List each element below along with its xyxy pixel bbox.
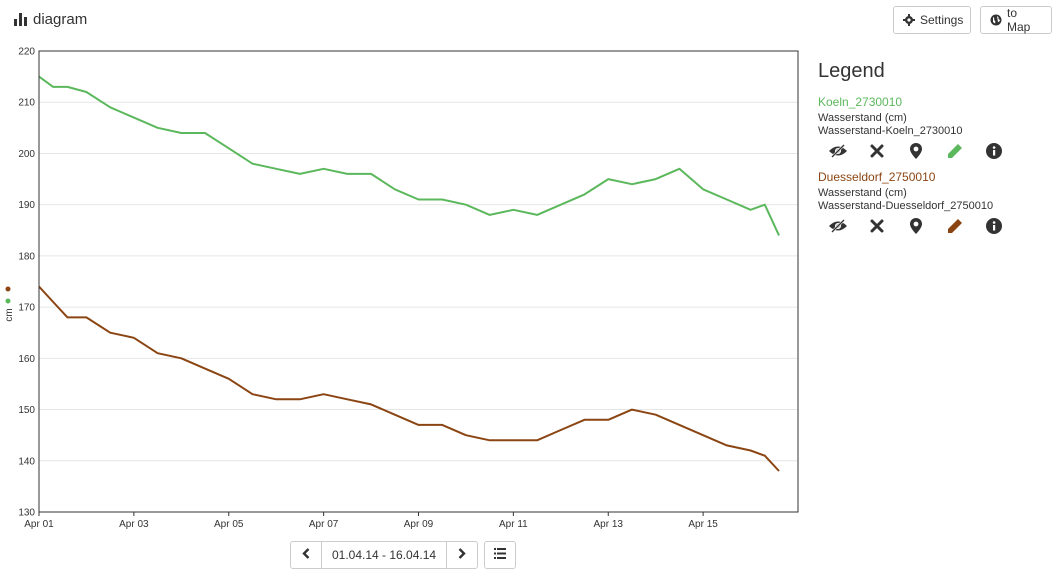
time-range-pager: 01.04.14 - 16.04.14	[290, 541, 517, 569]
next-period-button[interactable]	[447, 542, 477, 568]
y-tick-label: 130	[18, 508, 35, 519]
chevron-left-icon	[302, 546, 310, 564]
x-tick-label: Apr 01	[24, 519, 54, 530]
x-tick-label: Apr 03	[119, 519, 149, 530]
legend-entry-name[interactable]: Duesseldorf_2750010	[818, 170, 936, 184]
chart-grid	[39, 50, 798, 513]
y-tick-label: 210	[18, 98, 35, 109]
list-icon	[494, 546, 507, 564]
legend-panel: Legend Koeln_2730010 Wasserstand (cm) Wa…	[818, 60, 1053, 245]
x-tick-label: Apr 11	[499, 519, 528, 530]
legend-entry-dataset: Wasserstand-Duesseldorf_2750010	[818, 200, 994, 212]
x-tick-label: Apr 15	[688, 519, 718, 530]
x-tick-label: Apr 07	[309, 519, 339, 530]
time-range-label[interactable]: 01.04.14 - 16.04.14	[321, 542, 448, 568]
y-tick-label: 160	[18, 354, 35, 365]
y-tick-label: 180	[18, 251, 35, 262]
previous-period-button[interactable]	[291, 542, 321, 568]
plot-frame	[38, 50, 799, 513]
chart-series	[38, 75, 780, 472]
series-line-koeln_2730010[interactable]	[38, 75, 780, 236]
series-dot-koeln	[5, 298, 11, 304]
gear-icon	[903, 14, 915, 26]
hide-eye-icon[interactable]	[818, 144, 857, 158]
settings-button[interactable]: Settings	[893, 6, 971, 34]
header-title: diagram	[14, 11, 87, 28]
chevron-right-icon	[458, 546, 466, 564]
legend-entry-name[interactable]: Koeln_2730010	[818, 95, 903, 109]
info-icon[interactable]	[974, 143, 1013, 159]
legend-entry-actions	[818, 141, 1053, 161]
x-tick-label: Apr 05	[214, 519, 244, 530]
series-line-duesseldorf_2750010[interactable]	[38, 285, 780, 472]
x-axis-ticks: Apr 01 Apr 03 Apr 05 Apr 07 Apr 09 Apr 11 Apr …	[24, 512, 718, 530]
legend-entry-phenomenon: Wasserstand (cm)	[818, 187, 907, 199]
hide-eye-icon[interactable]	[818, 219, 857, 233]
globe-icon	[990, 14, 1002, 26]
list-view-button[interactable]	[484, 541, 517, 569]
legend-entry-dataset: Wasserstand-Koeln_2730010	[818, 125, 963, 137]
series-dot-duesseldorf	[5, 286, 11, 292]
settings-label: Settings	[920, 13, 964, 27]
y-tick-label: 170	[18, 303, 35, 314]
y-tick-label: 140	[18, 456, 35, 467]
remove-icon[interactable]	[857, 219, 896, 233]
to-map-label: to Map	[1007, 6, 1031, 34]
edit-pencil-icon[interactable]	[935, 143, 974, 159]
page-title: diagram	[33, 11, 88, 28]
legend-entry-duesseldorf: Duesseldorf_2750010 Wasserstand (cm) Was…	[818, 170, 1053, 236]
time-range-group: 01.04.14 - 16.04.14	[290, 541, 479, 569]
map-marker-icon[interactable]	[896, 143, 935, 159]
remove-icon[interactable]	[857, 144, 896, 158]
legend-entry-actions	[818, 216, 1053, 236]
x-tick-label: Apr 09	[404, 519, 434, 530]
info-icon[interactable]	[974, 218, 1013, 234]
edit-pencil-icon[interactable]	[935, 218, 974, 234]
legend-entry-koeln: Koeln_2730010 Wasserstand (cm) Wassersta…	[818, 95, 1053, 161]
legend-entry-phenomenon: Wasserstand (cm)	[818, 112, 907, 124]
y-tick-label: 150	[18, 405, 35, 416]
map-marker-icon[interactable]	[896, 218, 935, 234]
y-axis-ticks: 130 140 150 160 170 180 190 200 210 220	[18, 47, 35, 519]
y-axis-label: cm	[4, 308, 15, 321]
y-tick-label: 200	[18, 149, 35, 160]
to-map-button[interactable]: to Map	[980, 6, 1052, 34]
x-tick-label: Apr 13	[594, 519, 624, 530]
legend-title: Legend	[818, 60, 885, 82]
y-tick-label: 190	[18, 200, 35, 211]
bar-chart-icon	[14, 13, 28, 26]
y-tick-label: 220	[18, 47, 35, 58]
